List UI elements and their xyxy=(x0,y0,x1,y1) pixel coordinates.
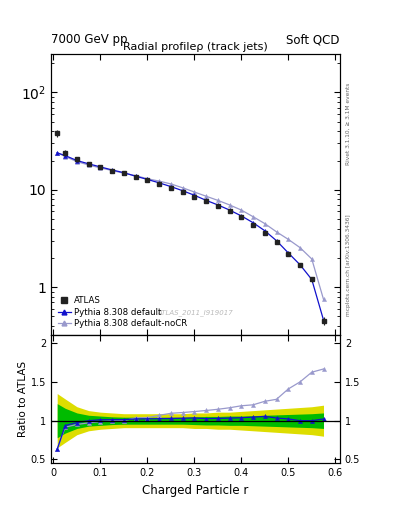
Title: Radial profileρ (track jets): Radial profileρ (track jets) xyxy=(123,41,268,52)
Text: mcplots.cern.ch [arXiv:1306.3436]: mcplots.cern.ch [arXiv:1306.3436] xyxy=(346,214,351,316)
Text: Rivet 3.1.10, ≥ 3.1M events: Rivet 3.1.10, ≥ 3.1M events xyxy=(346,83,351,165)
Legend: ATLAS, Pythia 8.308 default, Pythia 8.308 default-noCR: ATLAS, Pythia 8.308 default, Pythia 8.30… xyxy=(55,294,190,331)
Text: 7000 GeV pp: 7000 GeV pp xyxy=(51,33,128,46)
Text: Soft QCD: Soft QCD xyxy=(286,33,340,46)
Y-axis label: Ratio to ATLAS: Ratio to ATLAS xyxy=(18,361,28,437)
Text: ATLAS_2011_I919017: ATLAS_2011_I919017 xyxy=(158,309,233,316)
X-axis label: Charged Particle r: Charged Particle r xyxy=(142,484,249,497)
